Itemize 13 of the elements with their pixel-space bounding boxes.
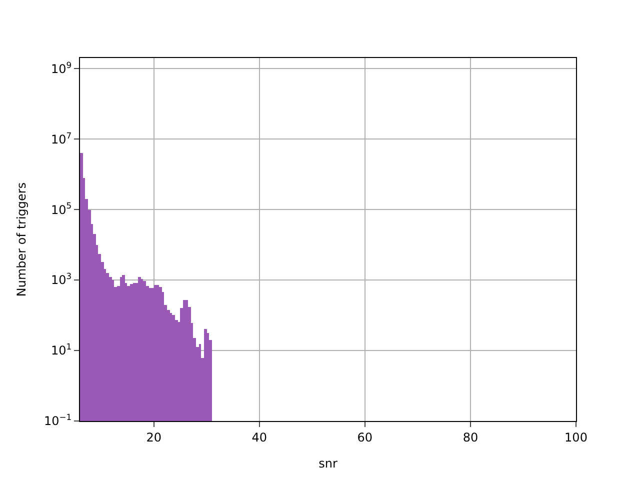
x-tick-label: 60 [357,430,373,444]
y-tick-label: 10$^{−1}$ [44,412,72,428]
x-axis-title: snr [318,456,338,470]
y-tick-label: 10$^{9}$ [50,60,72,76]
x-tick-label: 80 [462,430,478,444]
y-axis-title: Number of triggers [14,182,28,297]
x-tick-label: 40 [252,430,268,444]
y-tick-label: 10$^{1}$ [50,342,72,358]
y-tick-label: 10$^{7}$ [50,130,72,146]
y-tick-label: 10$^{5}$ [50,200,72,217]
x-tick-label: 100 [564,430,588,444]
y-tick-label: 10$^{3}$ [50,271,72,288]
x-tick-label: 20 [146,430,162,444]
